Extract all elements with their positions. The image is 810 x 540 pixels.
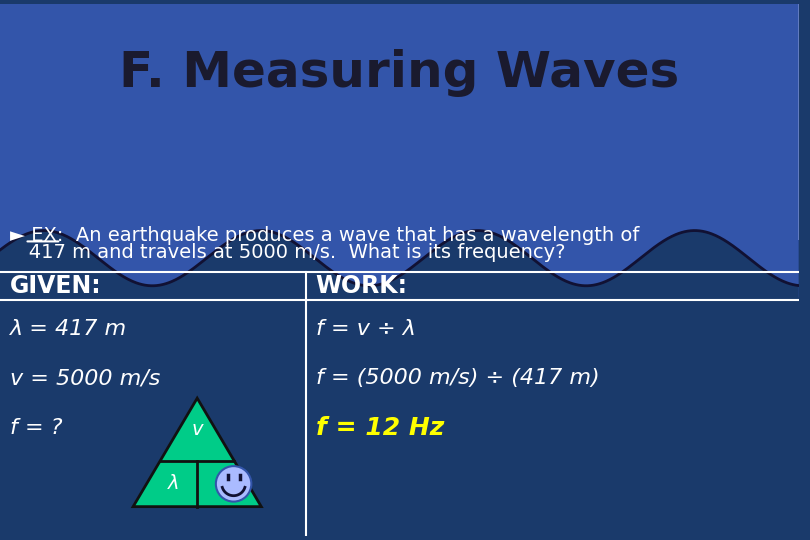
Text: 417 m and travels at 5000 m/s.  What is its frequency?: 417 m and travels at 5000 m/s. What is i…	[10, 243, 565, 262]
Polygon shape	[0, 4, 799, 298]
Text: GIVEN:: GIVEN:	[10, 274, 101, 298]
Text: f = v ÷ λ: f = v ÷ λ	[316, 319, 416, 339]
Text: v = 5000 m/s: v = 5000 m/s	[10, 368, 160, 388]
Polygon shape	[0, 4, 799, 240]
Text: f = (5000 m/s) ÷ (417 m): f = (5000 m/s) ÷ (417 m)	[316, 368, 599, 388]
Polygon shape	[0, 242, 799, 536]
Text: F. Measuring Waves: F. Measuring Waves	[119, 49, 680, 97]
Text: λ: λ	[168, 474, 180, 494]
Text: WORK:: WORK:	[316, 274, 407, 298]
Polygon shape	[0, 240, 799, 536]
Text: v: v	[191, 420, 203, 439]
Text: ► EX:  An earthquake produces a wave that has a wavelength of: ► EX: An earthquake produces a wave that…	[10, 226, 639, 245]
Text: f = 12 Hz: f = 12 Hz	[316, 416, 444, 440]
Text: f = ?: f = ?	[10, 418, 62, 438]
Polygon shape	[133, 398, 262, 507]
Circle shape	[215, 466, 251, 502]
Text: λ = 417 m: λ = 417 m	[10, 319, 127, 339]
Polygon shape	[0, 231, 799, 536]
